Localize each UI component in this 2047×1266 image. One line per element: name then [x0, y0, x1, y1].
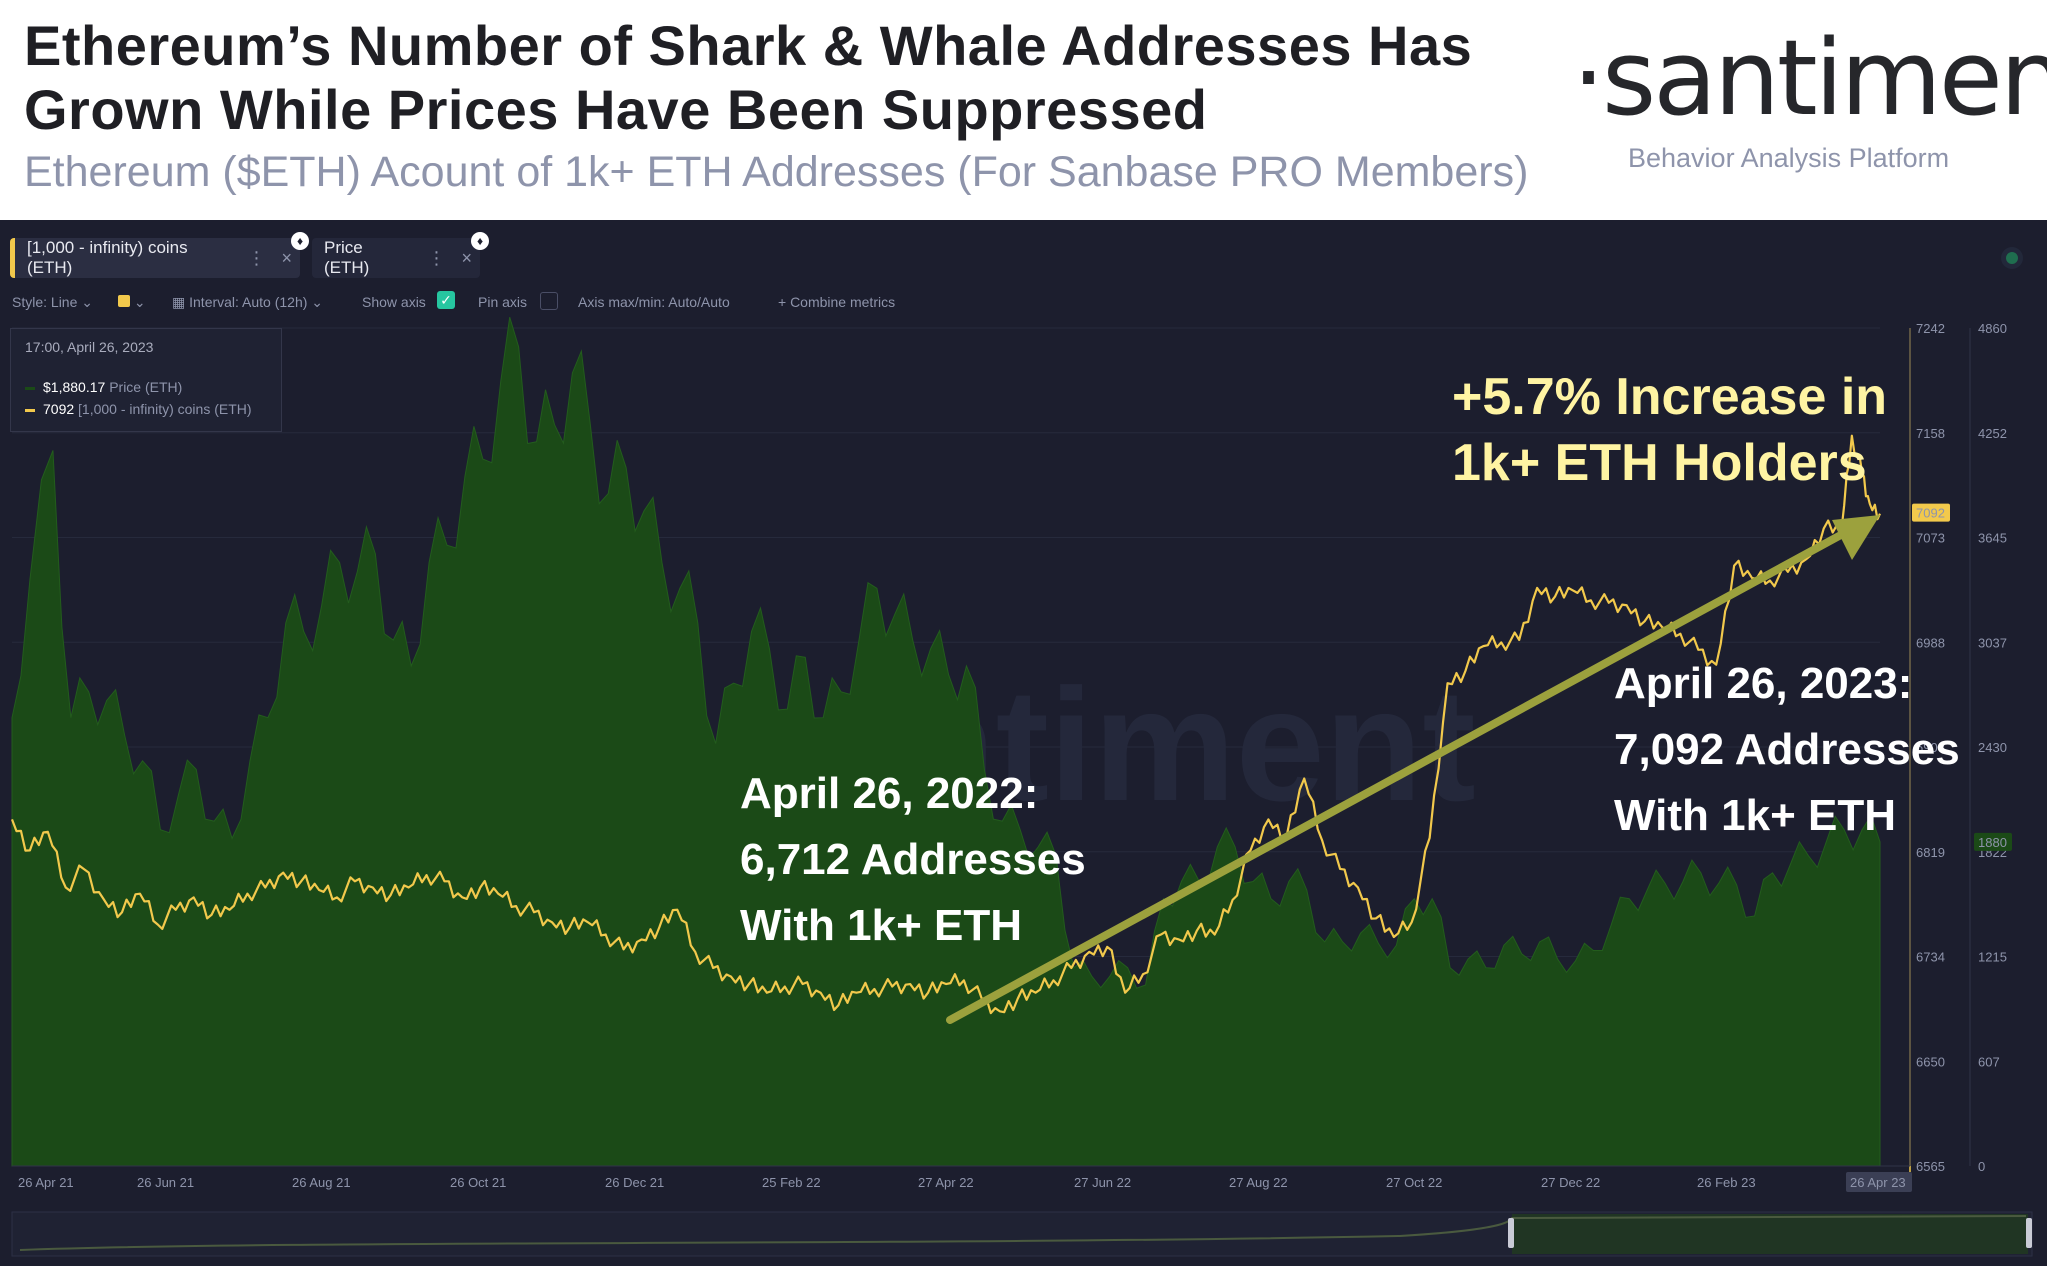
- header: Ethereum’s Number of Shark & Whale Addre…: [0, 0, 2047, 220]
- tab-holders-metric[interactable]: [1,000 - infinity) coins (ETH) ⋮ ×: [10, 238, 300, 278]
- y-left-tick: 6650: [1916, 1054, 1945, 1069]
- tab-price-metric[interactable]: Price (ETH) ⋮ ×: [312, 238, 480, 278]
- holders-legend-marker: [25, 408, 35, 412]
- more-options-icon[interactable]: ⋮: [427, 247, 446, 268]
- logo-tagline: Behavior Analysis Platform: [1628, 143, 1950, 173]
- y-right-tick: 607: [1978, 1054, 2000, 1069]
- y-right-tick: 3645: [1978, 531, 2007, 546]
- tooltip-holders-name: [1,000 - infinity) coins (ETH): [78, 401, 252, 417]
- ethereum-icon: ♦: [471, 232, 489, 250]
- calendar-icon: ▦: [172, 294, 186, 310]
- show-axis-checkbox[interactable]: ✓: [437, 291, 455, 309]
- tooltip-holders-value: 7092: [43, 401, 75, 417]
- tab-price-label: Price (ETH): [324, 238, 370, 277]
- more-options-icon[interactable]: ⋮: [247, 247, 266, 268]
- y-left-tick: 6903: [1916, 740, 1945, 755]
- range-navigator: [11, 1211, 2033, 1257]
- price-legend-marker: [25, 386, 35, 390]
- interval-dropdown[interactable]: ▦ Interval: Auto (12h) ⌄: [172, 294, 324, 310]
- chart-axes: 7242 7158 7073 6988 6903 6819 6734 6650 6565 4860…: [12, 321, 2012, 1192]
- show-axis-label: Show axis: [362, 294, 426, 310]
- ethereum-icon: ♦: [291, 232, 309, 250]
- annotation-top-line: +5.7% Increase in: [1452, 368, 1887, 426]
- x-cursor-label-bg: [1846, 1172, 1912, 1192]
- style-dropdown[interactable]: Style: Line ⌄: [12, 294, 93, 310]
- x-tick: 26 Jun 21: [137, 1175, 194, 1190]
- tooltip-price-name: Price (ETH): [109, 379, 183, 395]
- y-right-tick: 4252: [1978, 426, 2007, 441]
- combine-metrics-button[interactable]: + Combine metrics: [778, 294, 896, 310]
- navigator-preview-line: [19, 1215, 2027, 1251]
- chart-annotations: April 26, 2022: 6,712 Addresses With 1k+ E…: [740, 368, 1960, 1024]
- trend-arrow-head: [1832, 515, 1880, 560]
- price-area: [11, 316, 1881, 1167]
- x-tick: 27 Oct 22: [1386, 1175, 1442, 1190]
- x-tick: 27 Apr 22: [918, 1175, 974, 1190]
- tooltip-price-row: $1,880.17 Price (ETH): [25, 379, 182, 395]
- live-status-indicator: [2006, 252, 2018, 264]
- interval-label: Interval: Auto (12h): [189, 294, 308, 310]
- color-picker[interactable]: ⌄: [118, 294, 146, 311]
- x-tick: 27 Aug 22: [1229, 1175, 1288, 1190]
- santiment-logo: ·santiment·: [1572, 17, 2047, 139]
- x-tick: 25 Feb 22: [762, 1175, 821, 1190]
- color-swatch: [118, 295, 130, 307]
- navigator-selection: [1512, 1214, 2028, 1254]
- x-tick: 26 Feb 23: [1697, 1175, 1756, 1190]
- holders-last-value: 7092: [1916, 506, 1945, 521]
- y-right-tick: 3037: [1978, 635, 2007, 650]
- trend-arrow-shaft: [946, 526, 1854, 1024]
- pin-axis-label: Pin axis: [478, 294, 528, 310]
- style-label: Style: Line: [12, 294, 78, 310]
- page-subtitle: Ethereum ($ETH) Acount of 1k+ ETH Addres…: [24, 148, 1529, 196]
- chart-tooltip: 17:00, April 26, 2023 $1,880.17 Price (E…: [10, 328, 282, 432]
- tooltip-date: 17:00, April 26, 2023: [25, 339, 154, 355]
- y-left-tick: 6988: [1916, 635, 1945, 650]
- y-left-tick: 7073: [1916, 531, 1945, 546]
- annotation-right-line: April 26, 2023:: [1614, 659, 1912, 708]
- navigator-handle-left: [1508, 1218, 1514, 1248]
- annotation-top-line: 1k+ ETH Holders: [1452, 434, 1867, 492]
- axis-maxmin-dropdown[interactable]: Axis max/min: Auto/Auto: [578, 294, 730, 310]
- annotation-left-line: With 1k+ ETH: [740, 901, 1022, 950]
- tooltip-holders-row: 7092 [1,000 - infinity) coins (ETH): [25, 401, 252, 417]
- holders-last-value-bg: [1912, 503, 1950, 522]
- annotation-left-line: 6,712 Addresses: [740, 835, 1086, 884]
- close-icon[interactable]: ×: [281, 247, 292, 268]
- y-left-tick: 6734: [1916, 950, 1945, 965]
- holders-line: [10, 434, 1881, 1015]
- x-tick: 27 Jun 22: [1074, 1175, 1131, 1190]
- annotation-right-line: With 1k+ ETH: [1614, 791, 1896, 840]
- chart-toolbar: Style: Line ⌄ ⌄ ▦ Interval: Auto (12h) ⌄…: [0, 290, 1000, 314]
- y-left-tick: 6819: [1916, 845, 1945, 860]
- navigator-handle-right: [2026, 1218, 2032, 1248]
- x-tick: 26 Oct 21: [450, 1175, 506, 1190]
- price-last-value-bg: [1974, 832, 2012, 851]
- y-right-tick: 0: [1978, 1159, 1985, 1174]
- page-title: Ethereum’s Number of Shark & Whale Addre…: [24, 14, 1472, 142]
- annotation-right-line: 7,092 Addresses: [1614, 725, 1960, 774]
- y-right-tick: 2430: [1978, 740, 2007, 755]
- x-tick: 26 Dec 21: [605, 1175, 664, 1190]
- close-icon[interactable]: ×: [461, 247, 472, 268]
- y-right-tick: 4860: [1978, 321, 2007, 336]
- y-left-tick: 6565: [1916, 1159, 1945, 1174]
- annotation-left-line: April 26, 2022:: [740, 769, 1038, 818]
- x-tick: 26 Apr 21: [18, 1175, 74, 1190]
- tooltip-price-value: $1,880.17: [43, 379, 106, 395]
- price-last-value: 1880: [1978, 835, 2007, 850]
- title-line-1: Ethereum’s Number of Shark & Whale Addre…: [24, 14, 1473, 77]
- price-series: [11, 316, 1881, 1167]
- x-tick: 26 Aug 21: [292, 1175, 351, 1190]
- y-left-tick: 7242: [1916, 321, 1945, 336]
- x-tick: 26 Apr 23: [1850, 1175, 1906, 1190]
- x-tick: 27 Dec 22: [1541, 1175, 1600, 1190]
- title-line-2: Grown While Prices Have Been Suppressed: [24, 78, 1208, 141]
- tab-holders-label: [1,000 - infinity) coins (ETH): [27, 238, 188, 277]
- pin-axis-checkbox[interactable]: [540, 292, 558, 310]
- y-right-tick: 1215: [1978, 950, 2007, 965]
- y-left-tick: 7158: [1916, 426, 1945, 441]
